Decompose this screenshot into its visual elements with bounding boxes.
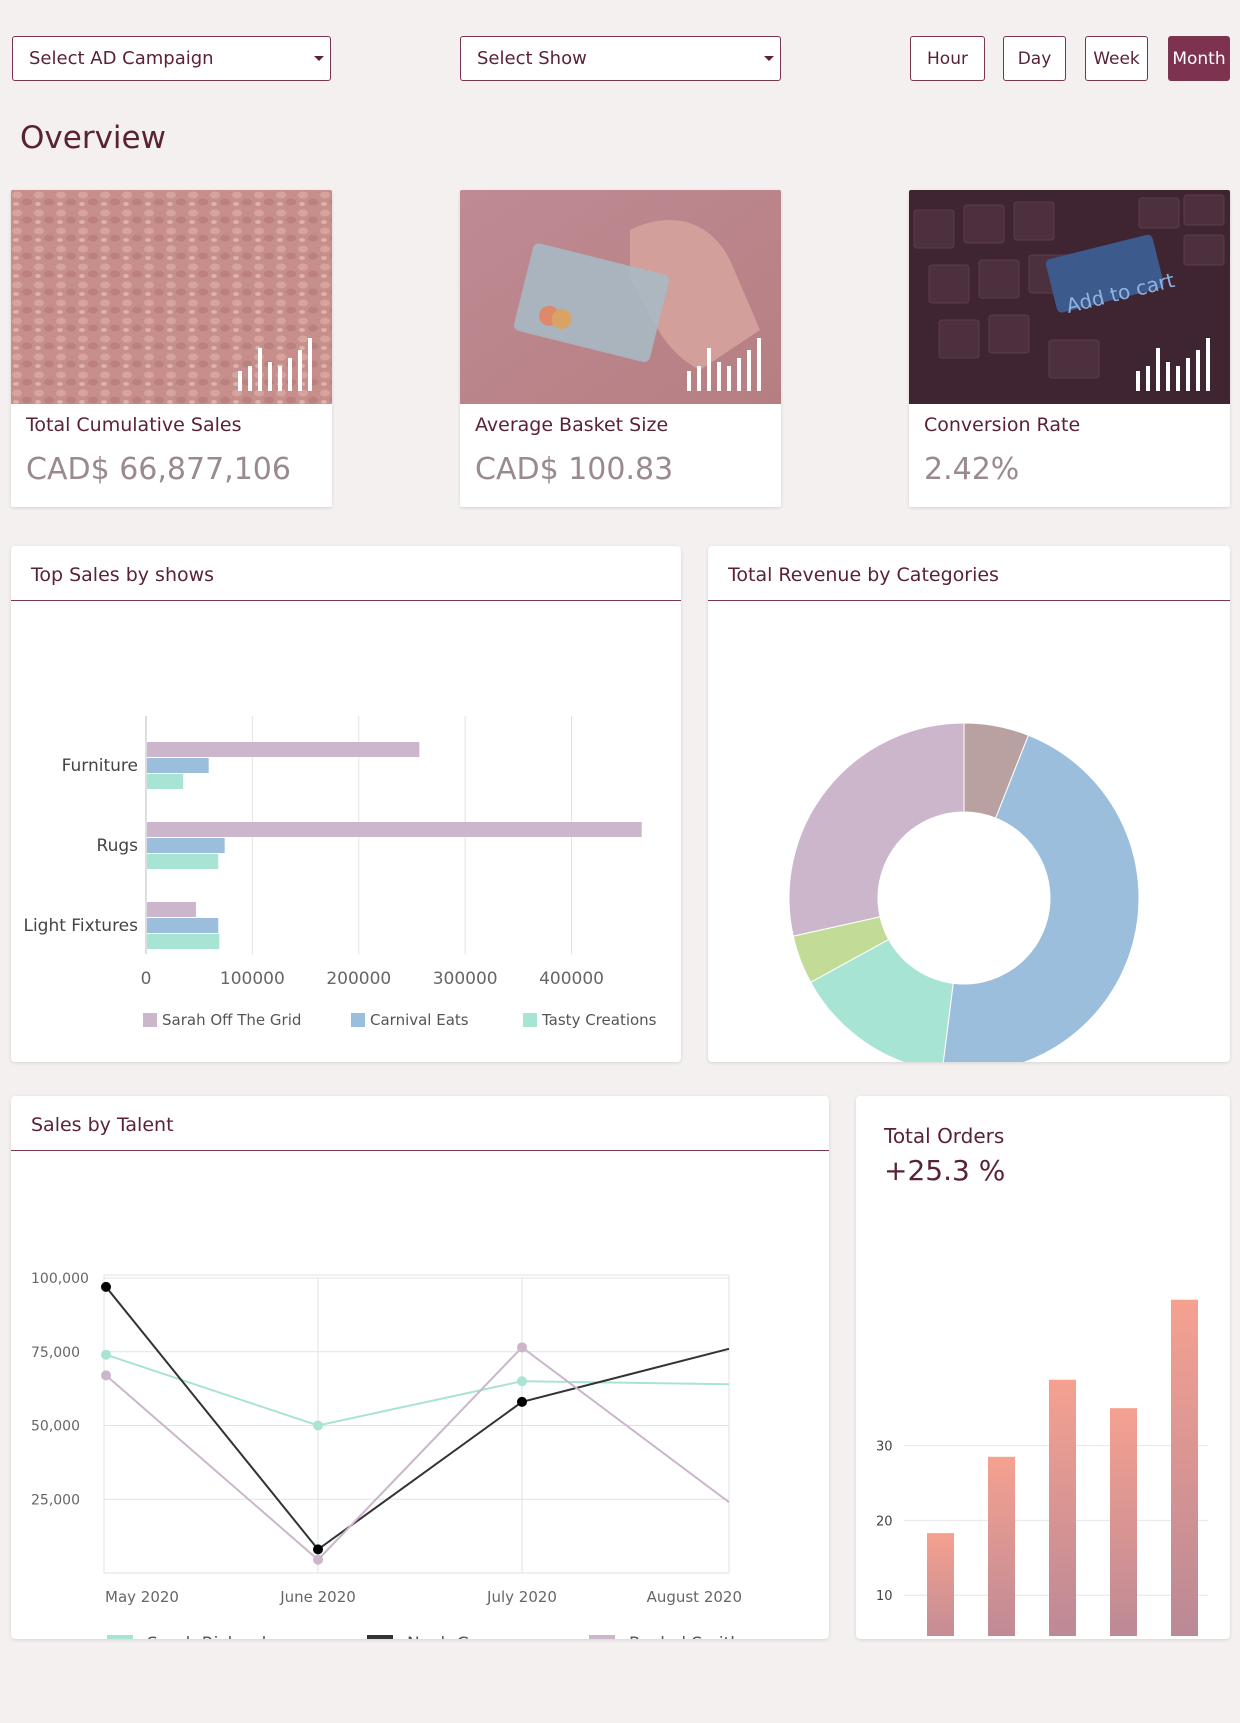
y-tick-label: 20 (876, 1514, 893, 1529)
bar-chart-icon (1136, 338, 1210, 391)
kpi-value: 2.42% (924, 452, 1020, 487)
bar (927, 1533, 954, 1636)
data-point (517, 1396, 527, 1407)
kpi-card-total-sales: Total Cumulative Sales CAD$ 66,877,106 (11, 190, 332, 507)
bar (147, 902, 196, 917)
pie-slice (942, 734, 1140, 1062)
plot-frame (103, 1274, 730, 1574)
bar (1110, 1408, 1137, 1636)
kpi-label: Average Basket Size (475, 414, 669, 436)
x-tick-label: June 2020 (279, 1588, 356, 1606)
data-point (517, 1376, 527, 1387)
legend-label: Carnival Eats (370, 1011, 469, 1029)
x-tick-label: 100000 (220, 969, 285, 989)
x-tick-label: May 2020 (105, 1588, 179, 1606)
top-sales-chart: 0 100000 200000 300000 400000 Furniture Rugs Li… (23, 716, 657, 1029)
data-point (517, 1342, 527, 1353)
legend-label: Rachel Smith (629, 1634, 741, 1639)
data-point (313, 1554, 323, 1565)
bar (147, 934, 220, 949)
bar-chart-icon (238, 338, 312, 391)
series-line (105, 1345, 730, 1562)
legend-swatch (143, 1013, 157, 1027)
legend-label: Sarah Richardson (147, 1634, 296, 1639)
data-point (101, 1281, 111, 1292)
legend-swatch (523, 1013, 537, 1027)
bar (147, 742, 420, 757)
chevron-down-icon (764, 56, 774, 61)
top-sales-panel: Top Sales by shows 0 100000 200000 300000 40… (11, 546, 681, 1062)
y-tick-label: 25,000 (31, 1492, 80, 1508)
revenue-categories-panel: Total Revenue by Categories (708, 546, 1230, 1062)
x-tick-label: August 2020 (647, 1588, 742, 1606)
total-orders-chart: 0102030JulAugSepOctNov (876, 1299, 1208, 1636)
data-point (101, 1370, 111, 1381)
series-line (105, 1353, 730, 1427)
x-tick-label: July 2020 (486, 1588, 557, 1606)
series-line (105, 1286, 730, 1551)
data-point (313, 1544, 323, 1555)
kpi-card-conversion-rate: Add to cart Conversion Rate 2.42% (909, 190, 1230, 507)
range-month-button[interactable]: Month (1168, 36, 1230, 81)
range-hour-button[interactable]: Hour (910, 36, 985, 81)
x-tick-label: 200000 (326, 969, 391, 989)
add-to-cart-keyboard-photo: Add to cart (909, 190, 1230, 404)
data-point (101, 1349, 111, 1360)
legend-swatch (367, 1635, 393, 1639)
chevron-down-icon (314, 56, 324, 61)
kpi-card-basket-size: Average Basket Size CAD$ 100.83 (460, 190, 781, 507)
bar (147, 822, 642, 837)
y-tick-label: 100,000 (31, 1271, 89, 1287)
y-category-label: Furniture (62, 756, 138, 776)
legend-label: Sarah Off The Grid (162, 1011, 301, 1029)
x-tick-label: 400000 (539, 969, 604, 989)
y-tick-label: 10 (876, 1589, 893, 1604)
kpi-value: CAD$ 100.83 (475, 452, 674, 487)
y-tick-label: 75,000 (31, 1345, 80, 1361)
revenue-donut-chart (788, 722, 1140, 1062)
data-point (313, 1420, 323, 1431)
bar (147, 838, 225, 853)
show-select[interactable]: Select Show (460, 36, 781, 81)
kpi-value: CAD$ 66,877,106 (26, 452, 291, 487)
bar-chart-icon (687, 338, 761, 391)
bar (1171, 1299, 1198, 1636)
pie-slice (788, 722, 965, 937)
x-tick-label: 0 (141, 969, 152, 989)
sales-talent-panel: Sales by Talent 100,000 75,000 50,000 25,00… (11, 1096, 829, 1639)
range-week-button[interactable]: Week (1085, 36, 1148, 81)
y-category-label: Light Fixtures (23, 916, 138, 936)
legend-label: Noah Cappe (407, 1634, 511, 1639)
ad-campaign-select[interactable]: Select AD Campaign (12, 36, 331, 81)
bar (147, 854, 219, 869)
y-tick-label: 50,000 (31, 1419, 80, 1435)
total-orders-change: +25.3 % (884, 1154, 1006, 1187)
legend-swatch (589, 1635, 615, 1639)
coins-photo (11, 190, 332, 404)
kpi-label: Conversion Rate (924, 414, 1081, 436)
bar (1049, 1379, 1076, 1636)
bar (147, 758, 209, 773)
ad-campaign-select-label: Select AD Campaign (29, 48, 214, 69)
panel-title: Top Sales by shows (31, 564, 215, 586)
panel-title: Total Revenue by Categories (728, 564, 999, 586)
total-orders-title: Total Orders (884, 1124, 1005, 1148)
y-tick-label: 30 (876, 1440, 893, 1455)
show-select-label: Select Show (477, 48, 587, 69)
x-tick-label: 300000 (433, 969, 498, 989)
range-day-button[interactable]: Day (1003, 36, 1066, 81)
legend-swatch (351, 1013, 365, 1027)
sales-talent-chart: 100,000 75,000 50,000 25,000 May 2020 June 20… (31, 1271, 742, 1639)
total-orders-panel: Total Orders +25.3 % 0102030JulAugSepOct… (856, 1096, 1230, 1639)
bar (147, 918, 219, 933)
legend-label: Tasty Creations (541, 1011, 657, 1029)
y-category-label: Rugs (97, 836, 139, 856)
panel-title: Sales by Talent (31, 1114, 174, 1136)
bar (147, 774, 184, 789)
legend-swatch (107, 1635, 133, 1639)
bar (988, 1456, 1015, 1636)
kpi-label: Total Cumulative Sales (26, 414, 242, 436)
page-title: Overview (20, 120, 166, 156)
